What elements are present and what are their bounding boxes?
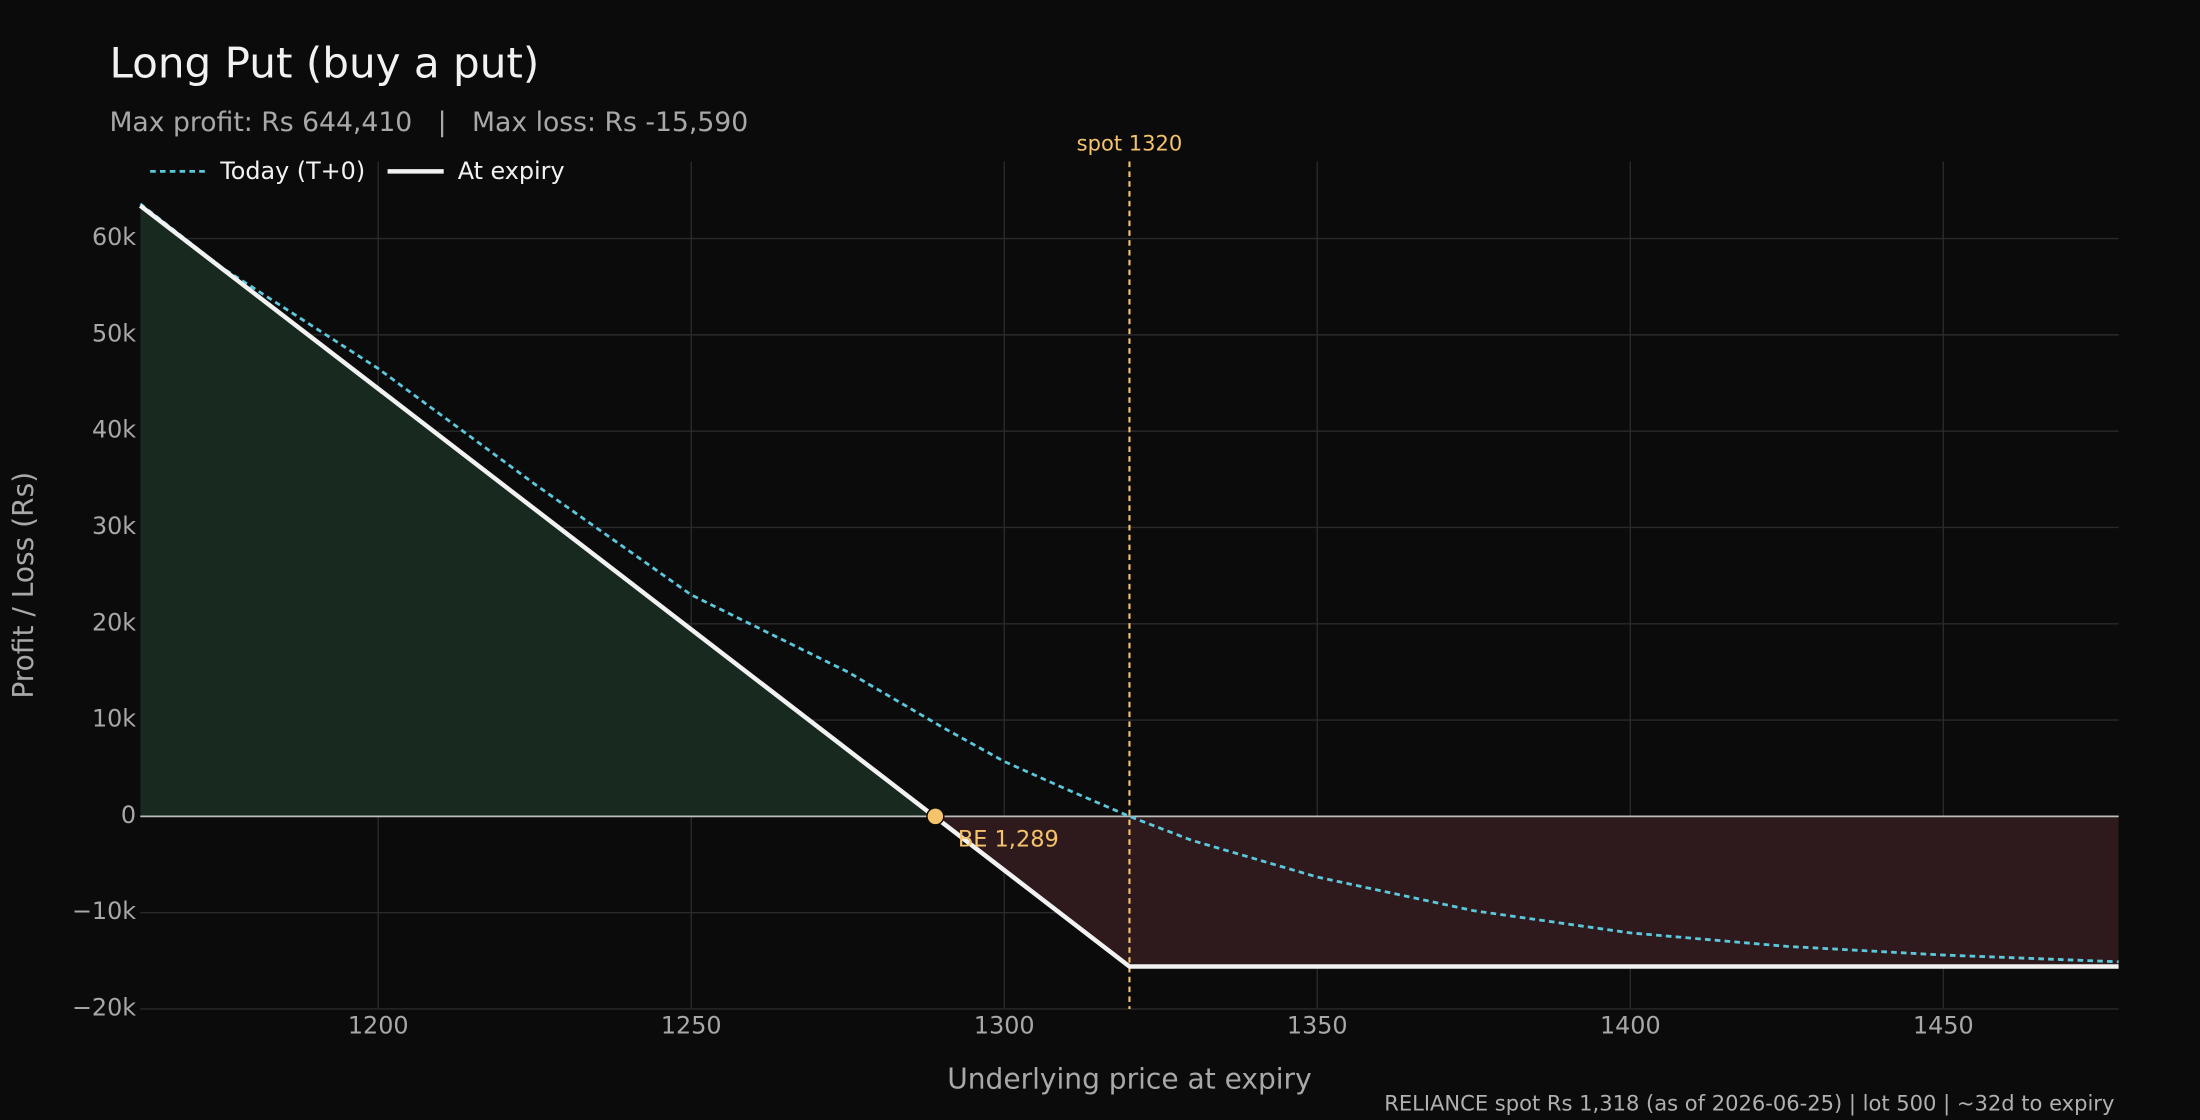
- y-tick-label: 10k: [92, 705, 136, 733]
- legend-label: Today (T+0): [219, 157, 365, 185]
- spot-label: spot 1320: [1077, 131, 1183, 156]
- y-tick-label: 60k: [92, 223, 136, 251]
- breakeven-marker: [926, 807, 945, 826]
- x-tick-label: 1250: [661, 1012, 722, 1040]
- y-tick-label: 30k: [92, 512, 136, 540]
- chart-subtitle: Max profit: Rs 644,410 | Max loss: Rs -1…: [109, 107, 748, 138]
- legend-label: At expiry: [458, 157, 565, 185]
- x-tick-label: 1450: [1913, 1012, 1974, 1040]
- y-tick-label: 0: [121, 801, 136, 829]
- footnote: RELIANCE spot Rs 1,318 (as of 2026-06-25…: [1384, 1090, 2114, 1116]
- series-line: [138, 203, 2119, 969]
- x-tick-label: 1200: [348, 1012, 409, 1040]
- x-tick-label: 1400: [1600, 1012, 1661, 1040]
- x-tick-label: 1350: [1287, 1012, 1348, 1040]
- x-tick-label: 1300: [974, 1012, 1035, 1040]
- y-tick-label: −10k: [72, 897, 136, 925]
- y-tick-label: 40k: [92, 416, 136, 444]
- y-tick-label: 20k: [92, 608, 136, 636]
- y-tick-label: −20k: [72, 993, 136, 1021]
- chart-title: Long Put (buy a put): [109, 39, 539, 88]
- breakeven-label: BE 1,289: [958, 827, 1059, 853]
- y-tick-label: 50k: [92, 319, 136, 347]
- y-axis-title: Profit / Loss (Rs): [7, 472, 40, 699]
- x-axis-title: Underlying price at expiry: [947, 1063, 1311, 1096]
